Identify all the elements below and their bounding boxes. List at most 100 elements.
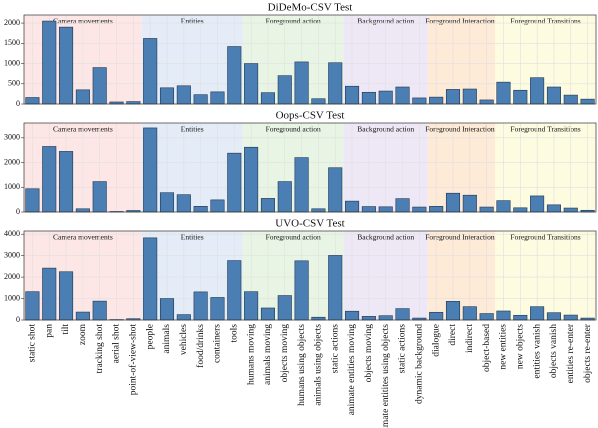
bar [479, 99, 494, 105]
x-tick-label: tools [229, 324, 239, 343]
bar [143, 38, 158, 105]
group-label: Foreground action [266, 233, 321, 242]
bar [143, 127, 158, 213]
group-region [495, 231, 596, 320]
x-tick-label: objects moving [364, 324, 374, 383]
bar [210, 199, 225, 213]
bar [294, 157, 309, 213]
bar [244, 291, 259, 321]
bar [378, 206, 393, 213]
y-tick-label: 0 [16, 315, 20, 324]
bar [92, 181, 107, 213]
x-tick-label: tilt [61, 324, 71, 335]
bar [530, 195, 545, 213]
x-tick-label: entities vanish [532, 324, 542, 379]
bar [210, 91, 225, 105]
bar [563, 207, 578, 213]
bar [59, 26, 74, 105]
group-region [242, 231, 344, 320]
x-tick-label: static shot [28, 324, 38, 363]
group-region [242, 15, 344, 104]
group-region [495, 123, 596, 212]
bar [25, 291, 40, 321]
x-tick-label: point-of-view-shot [128, 324, 139, 396]
x-tick-label: people [145, 324, 155, 349]
y-tick-label: 2000 [4, 157, 20, 166]
bar [311, 98, 326, 105]
plot-frame [23, 122, 597, 213]
bar [513, 314, 528, 321]
bar [260, 307, 275, 321]
panel-title: Oops-CSV Test [276, 110, 345, 122]
bar [75, 208, 90, 213]
bar [395, 308, 410, 321]
x-tick-label: animate entitites using objects [381, 324, 391, 428]
bar [227, 260, 242, 321]
bar [328, 62, 343, 105]
bar [429, 311, 444, 321]
y-tick-label: 1000 [4, 58, 20, 67]
bar [462, 306, 477, 321]
bar [311, 208, 326, 213]
bar [42, 146, 57, 213]
x-tick-label: object-based [482, 324, 492, 372]
bar [227, 46, 242, 105]
x-tick-label: containers [213, 324, 223, 363]
group-label: Entities [181, 233, 204, 242]
bar [513, 207, 528, 213]
bar [42, 20, 57, 105]
x-tick-label: objects re-enter [583, 323, 593, 383]
group-label: Foreground Interactions [425, 17, 497, 26]
bar [176, 194, 191, 213]
bar [277, 75, 292, 105]
y-tick-label: 500 [8, 79, 20, 88]
group-region [427, 231, 496, 320]
bar [462, 194, 477, 213]
x-tick-label: humans using objects [297, 324, 307, 406]
group-region [141, 231, 243, 320]
panel-title: DiDeMo-CSV Test [268, 2, 353, 14]
bar [345, 200, 360, 213]
bar [244, 63, 259, 105]
bar [378, 90, 393, 105]
bar [311, 316, 326, 321]
group-label: Foreground Transitions [510, 17, 580, 26]
group-label: Entities [181, 125, 204, 134]
bar [294, 260, 309, 321]
bar [378, 315, 393, 321]
bar [429, 96, 444, 105]
bar [361, 316, 376, 321]
x-tick-label: objects moving [280, 324, 290, 383]
bar [176, 314, 191, 321]
bar [328, 167, 343, 213]
group-region [495, 15, 596, 104]
bar [530, 306, 545, 321]
bar [159, 87, 175, 105]
bar [126, 101, 141, 105]
bar [513, 89, 528, 105]
x-tick-label: animate entities moving [347, 324, 357, 416]
x-tick-label: tracking shot [95, 324, 105, 374]
group-region [141, 15, 243, 104]
bar [462, 88, 477, 105]
bar [92, 300, 107, 321]
bar [42, 267, 57, 321]
bar [530, 77, 545, 105]
x-tick-label: new objects [515, 324, 525, 369]
bar [193, 291, 208, 321]
bar [176, 85, 191, 105]
x-tick-label: static actions [398, 324, 408, 374]
x-tick-label: humans moving [246, 324, 256, 385]
x-tick-label: animals [162, 324, 172, 354]
x-tick-label: entities re-enter [566, 323, 576, 383]
panel-title: UVO-CSV Test [275, 218, 344, 230]
bar [479, 206, 494, 213]
x-tick-label: animals using objects [314, 324, 324, 406]
bar [412, 97, 427, 105]
x-tick-label: indirect [465, 324, 475, 353]
bar [546, 86, 561, 105]
bar [143, 237, 158, 321]
bar [361, 206, 376, 213]
bar [210, 297, 225, 321]
